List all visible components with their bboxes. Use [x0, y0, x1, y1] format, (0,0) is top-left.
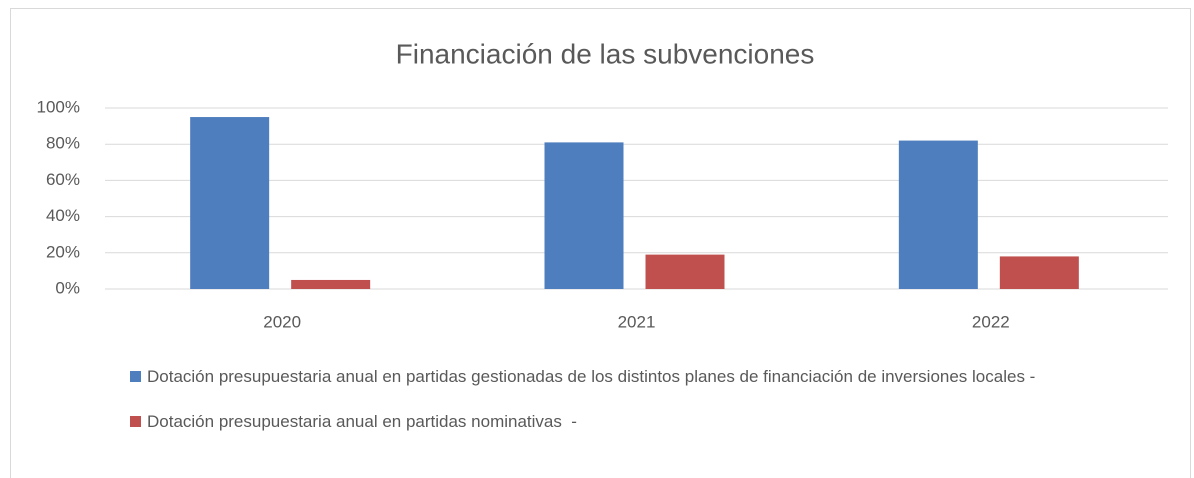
bar	[544, 142, 624, 289]
x-tick-label: 2021	[618, 312, 656, 331]
legend-item: Dotación presupuestaria anual en partida…	[130, 364, 1100, 389]
y-tick-label: 60%	[46, 170, 80, 189]
x-tick-label: 2022	[972, 312, 1010, 331]
y-tick-label: 40%	[46, 206, 80, 225]
legend-swatch	[130, 371, 141, 382]
legend-label: Dotación presupuestaria anual en partida…	[147, 367, 1036, 386]
chart-title: Financiación de las subvenciones	[396, 38, 815, 69]
bar	[999, 256, 1079, 289]
legend: Dotación presupuestaria anual en partida…	[130, 364, 1100, 434]
y-tick-label: 80%	[46, 134, 80, 153]
chart-frame	[10, 8, 1191, 478]
legend-item: Dotación presupuestaria anual en partida…	[130, 409, 1100, 434]
y-tick-label: 0%	[55, 278, 80, 297]
legend-swatch	[130, 416, 141, 427]
bar	[645, 254, 725, 289]
legend-label: Dotación presupuestaria anual en partida…	[147, 412, 577, 431]
y-tick-label: 20%	[46, 242, 80, 261]
bar	[291, 279, 371, 289]
x-tick-label: 2020	[263, 312, 301, 331]
bar	[898, 140, 978, 289]
bar	[190, 117, 270, 289]
y-tick-label: 100%	[37, 97, 80, 116]
